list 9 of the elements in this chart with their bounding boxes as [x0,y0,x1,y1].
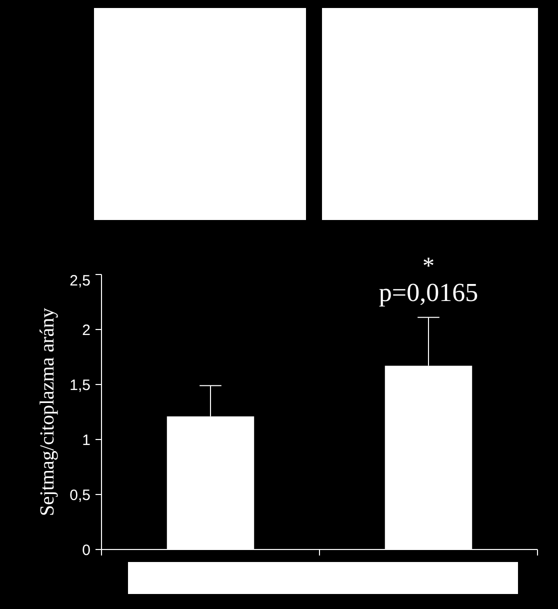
annotation: p=0,0165 [378,278,478,307]
y-tick-label: 2,5 [70,272,91,290]
y-axis-title: Sejtmag/citoplazma arány [36,308,59,516]
y-tick-label: 0,5 [70,487,91,504]
y-tick-label: 0 [82,542,90,559]
annotation: * [422,254,434,280]
y-tick-label: 1 [82,432,90,449]
y-tick-label: 2 [82,322,90,339]
y-tick-label: 1,5 [70,377,91,394]
